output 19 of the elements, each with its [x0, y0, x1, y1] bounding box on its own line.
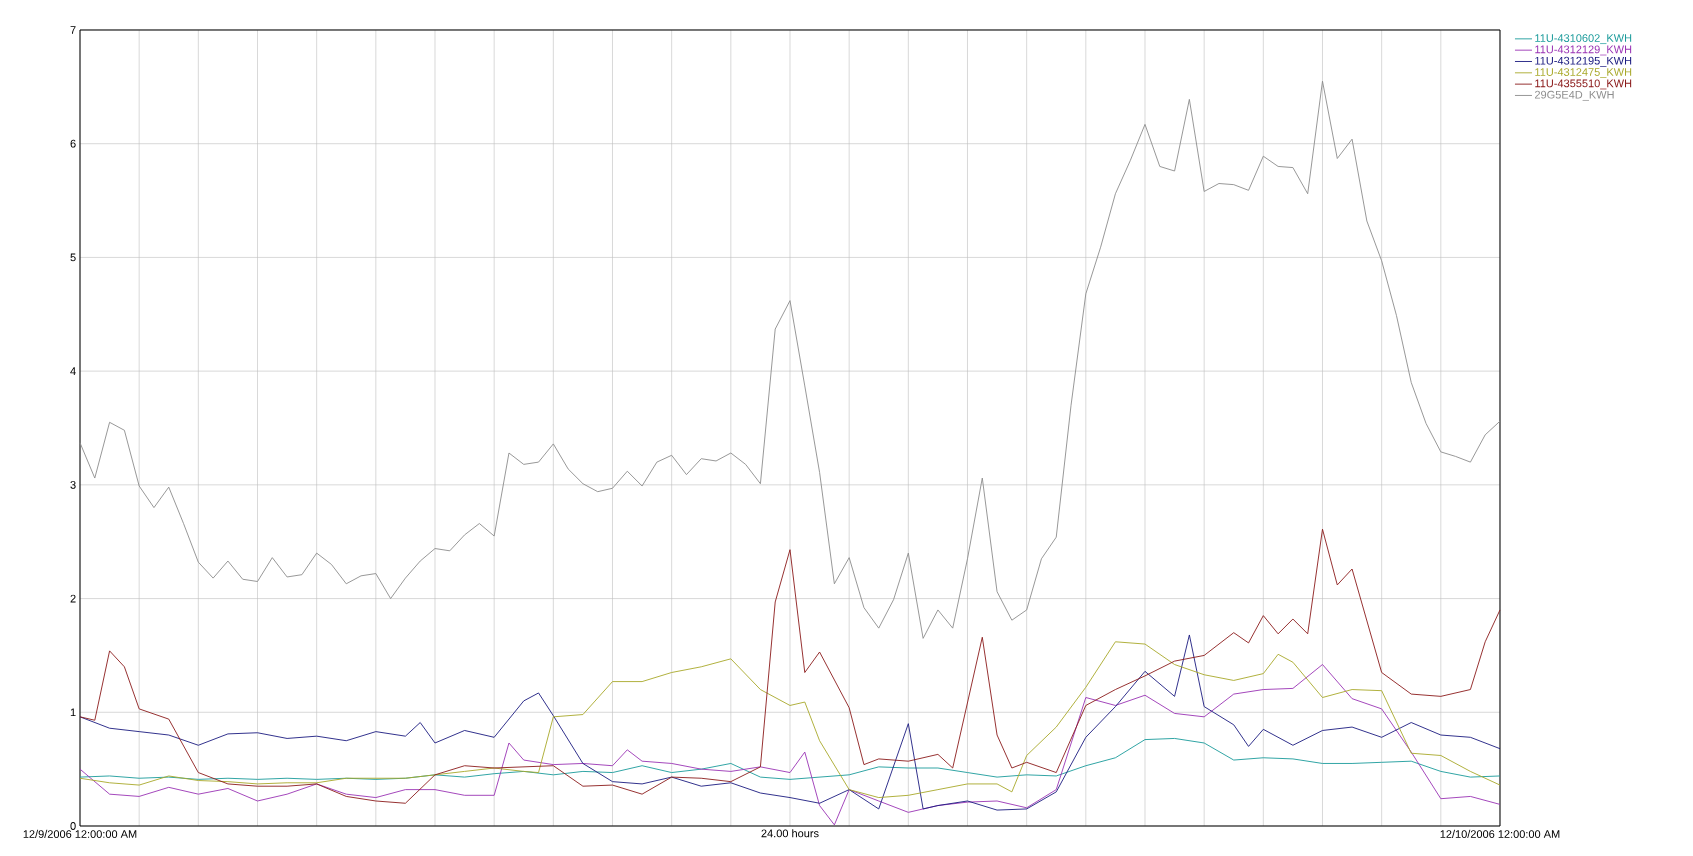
legend-label: 11U-4312475_KWH	[1535, 68, 1632, 79]
y-tick-label: 5	[70, 253, 76, 262]
legend-label: 29G5E4D_KWH	[1534, 90, 1614, 101]
y-tick-label: 0	[70, 822, 76, 830]
line-series	[79, 664, 1501, 826]
y-tick-label: 6	[70, 139, 76, 148]
legend-label: 11U-4312129_KWH	[1535, 45, 1632, 56]
x-tick-label: 12/9/2006 12:00:00 AM	[23, 829, 137, 838]
y-tick-label: 7	[70, 26, 76, 34]
y-tick-label: 1	[70, 708, 76, 717]
legend-label: 11U-4312195_KWH	[1535, 56, 1632, 67]
y-tick-label: 2	[70, 594, 76, 603]
y-tick-label: 3	[70, 480, 76, 489]
line-series	[79, 80, 1501, 639]
x-axis-title: 24.00 hours	[761, 829, 819, 838]
x-tick-label: 12/10/2006 12:00:00 AM	[1440, 829, 1560, 838]
legend-label: 11U-4355510_KWH	[1535, 79, 1632, 90]
legend-label: 11U-4310602_KWH	[1535, 34, 1632, 45]
y-tick-label: 4	[70, 367, 76, 375]
